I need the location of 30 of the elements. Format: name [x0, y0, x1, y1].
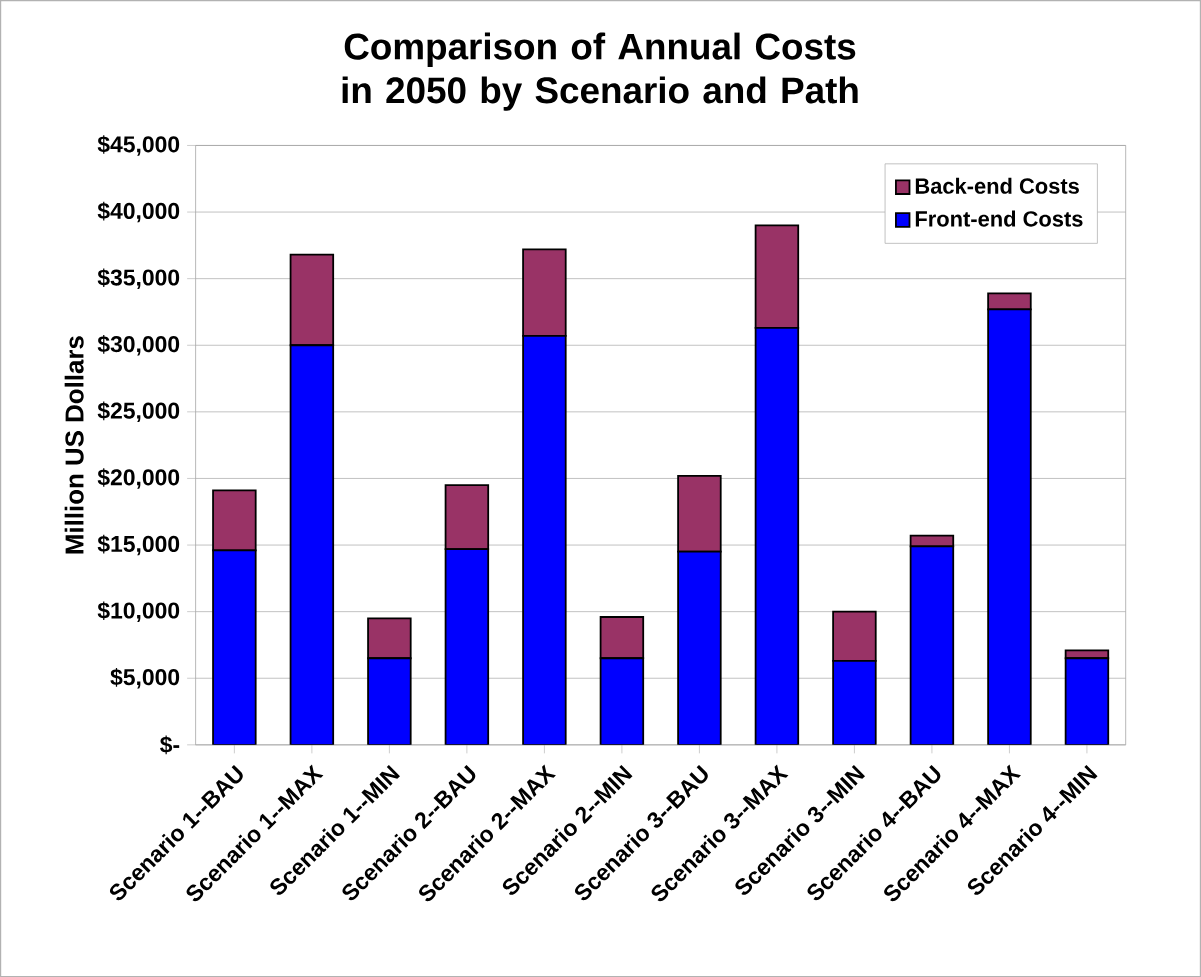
legend-label: Front-end Costs: [915, 210, 1083, 227]
y-tick-label: $10,000: [97, 601, 180, 622]
y-tick-label: $30,000: [97, 334, 180, 356]
y-axis-title: Million US Dollars: [64, 336, 84, 554]
bar: [445, 548, 489, 745]
bar: [832, 610, 877, 662]
y-tick-label: $-: [160, 735, 180, 755]
y-tick-label: $5,000: [110, 667, 180, 689]
bar: [755, 327, 799, 745]
bar: [910, 546, 954, 745]
y-tick-label: $45,000: [97, 135, 180, 156]
legend-label: Back-end Costs: [915, 177, 1079, 194]
bar: [213, 550, 256, 745]
bar: [444, 484, 490, 550]
y-tick-label: $25,000: [97, 401, 180, 422]
bar: [523, 335, 566, 745]
chart-title: Comparison of Annual Costs in 2050 by Scenario and Path: [342, 32, 858, 111]
y-tick-label: $20,000: [97, 468, 180, 489]
bar: [290, 345, 334, 745]
y-tick-label: $35,000: [97, 268, 180, 289]
y-tick-label: $15,000: [97, 534, 180, 556]
bar: [678, 551, 721, 745]
bar: [368, 658, 411, 745]
y-tick-label: $40,000: [97, 201, 180, 223]
bar: [988, 309, 1031, 745]
bar: [367, 617, 412, 660]
bar: [599, 615, 645, 660]
bar: [677, 474, 722, 553]
bar: [600, 658, 644, 745]
bar: [833, 660, 876, 745]
